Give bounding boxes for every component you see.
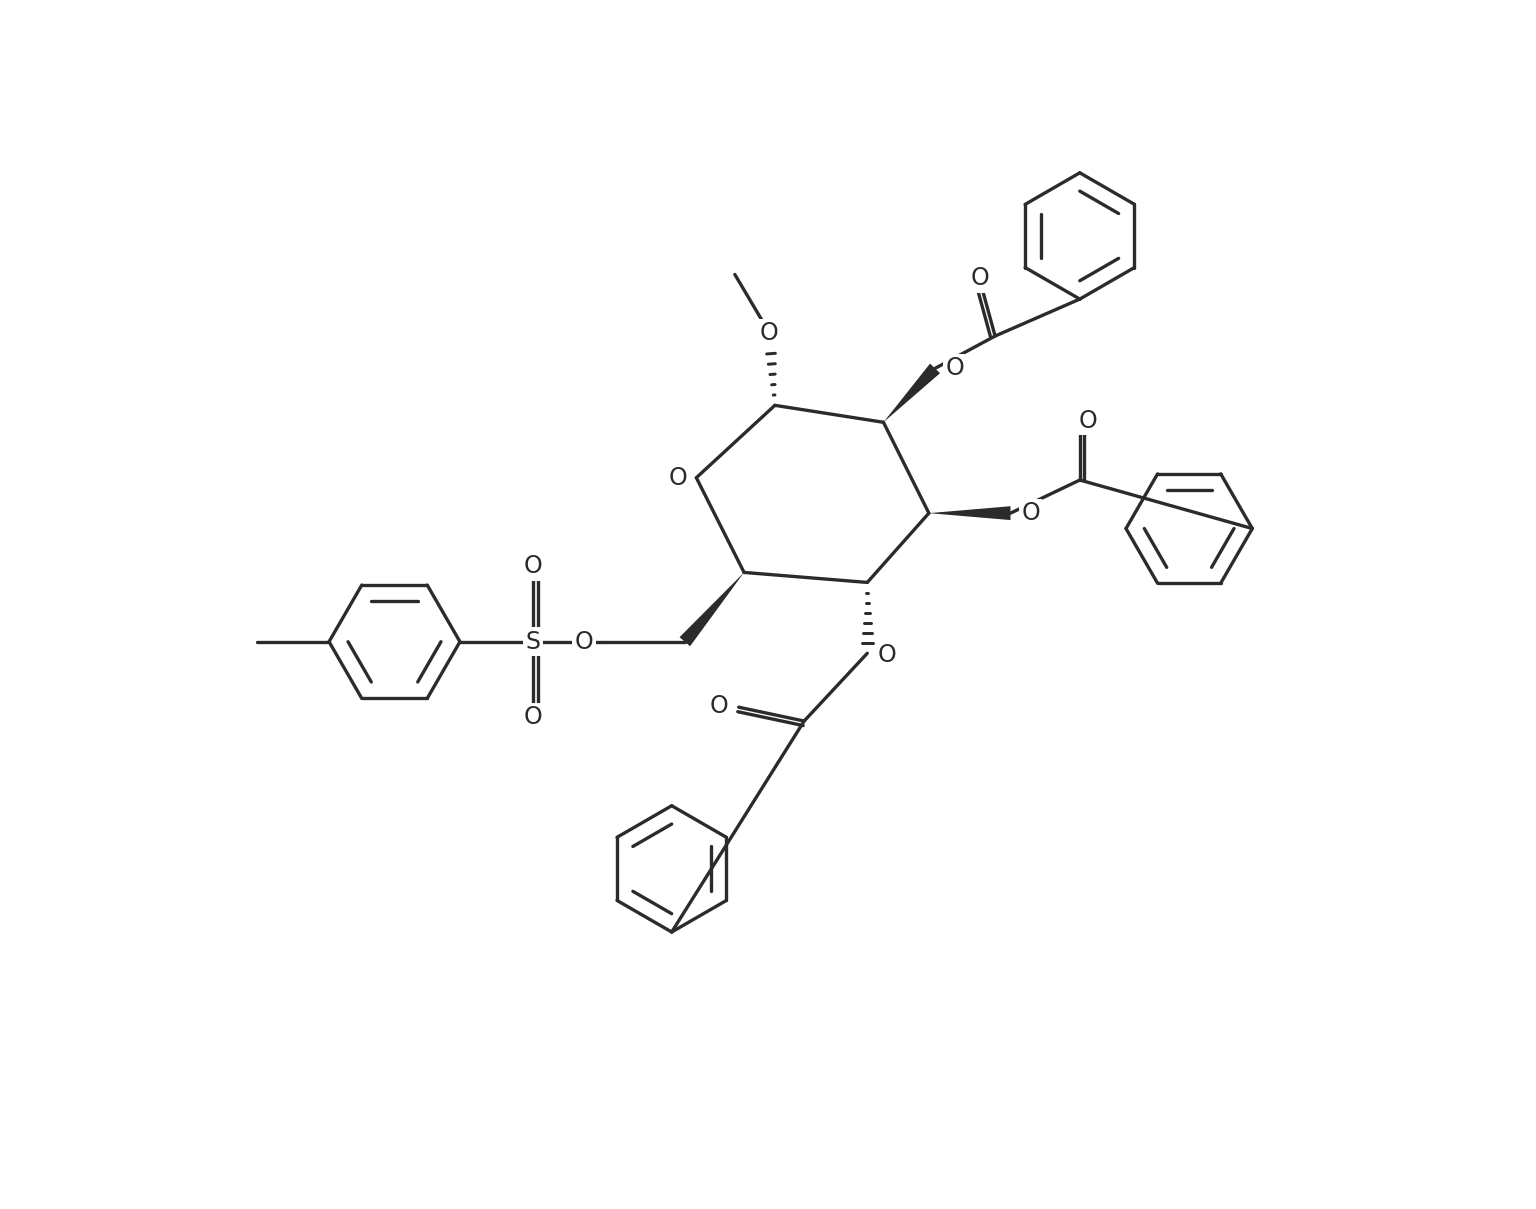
Text: O: O xyxy=(946,357,965,381)
Text: O: O xyxy=(524,554,542,578)
Text: O: O xyxy=(760,320,779,345)
Text: O: O xyxy=(524,554,542,578)
Text: O: O xyxy=(524,705,542,729)
Text: O: O xyxy=(971,266,989,290)
Text: O: O xyxy=(879,643,897,667)
Text: O: O xyxy=(879,643,897,667)
Polygon shape xyxy=(679,572,743,647)
Text: O: O xyxy=(710,694,728,718)
Text: O: O xyxy=(1078,409,1097,433)
Text: O: O xyxy=(524,705,542,729)
Text: O: O xyxy=(668,465,687,490)
Text: O: O xyxy=(1078,409,1097,433)
Text: O: O xyxy=(971,266,989,290)
Text: O: O xyxy=(1021,502,1040,525)
Text: O: O xyxy=(574,630,593,654)
Text: S: S xyxy=(525,630,541,654)
Polygon shape xyxy=(929,507,1011,520)
Text: O: O xyxy=(760,320,779,345)
Text: O: O xyxy=(574,630,593,654)
Polygon shape xyxy=(883,364,940,422)
Text: S: S xyxy=(525,630,541,654)
Text: O: O xyxy=(1021,502,1040,525)
Text: O: O xyxy=(668,465,687,490)
Text: O: O xyxy=(946,357,965,381)
Text: O: O xyxy=(710,694,728,718)
